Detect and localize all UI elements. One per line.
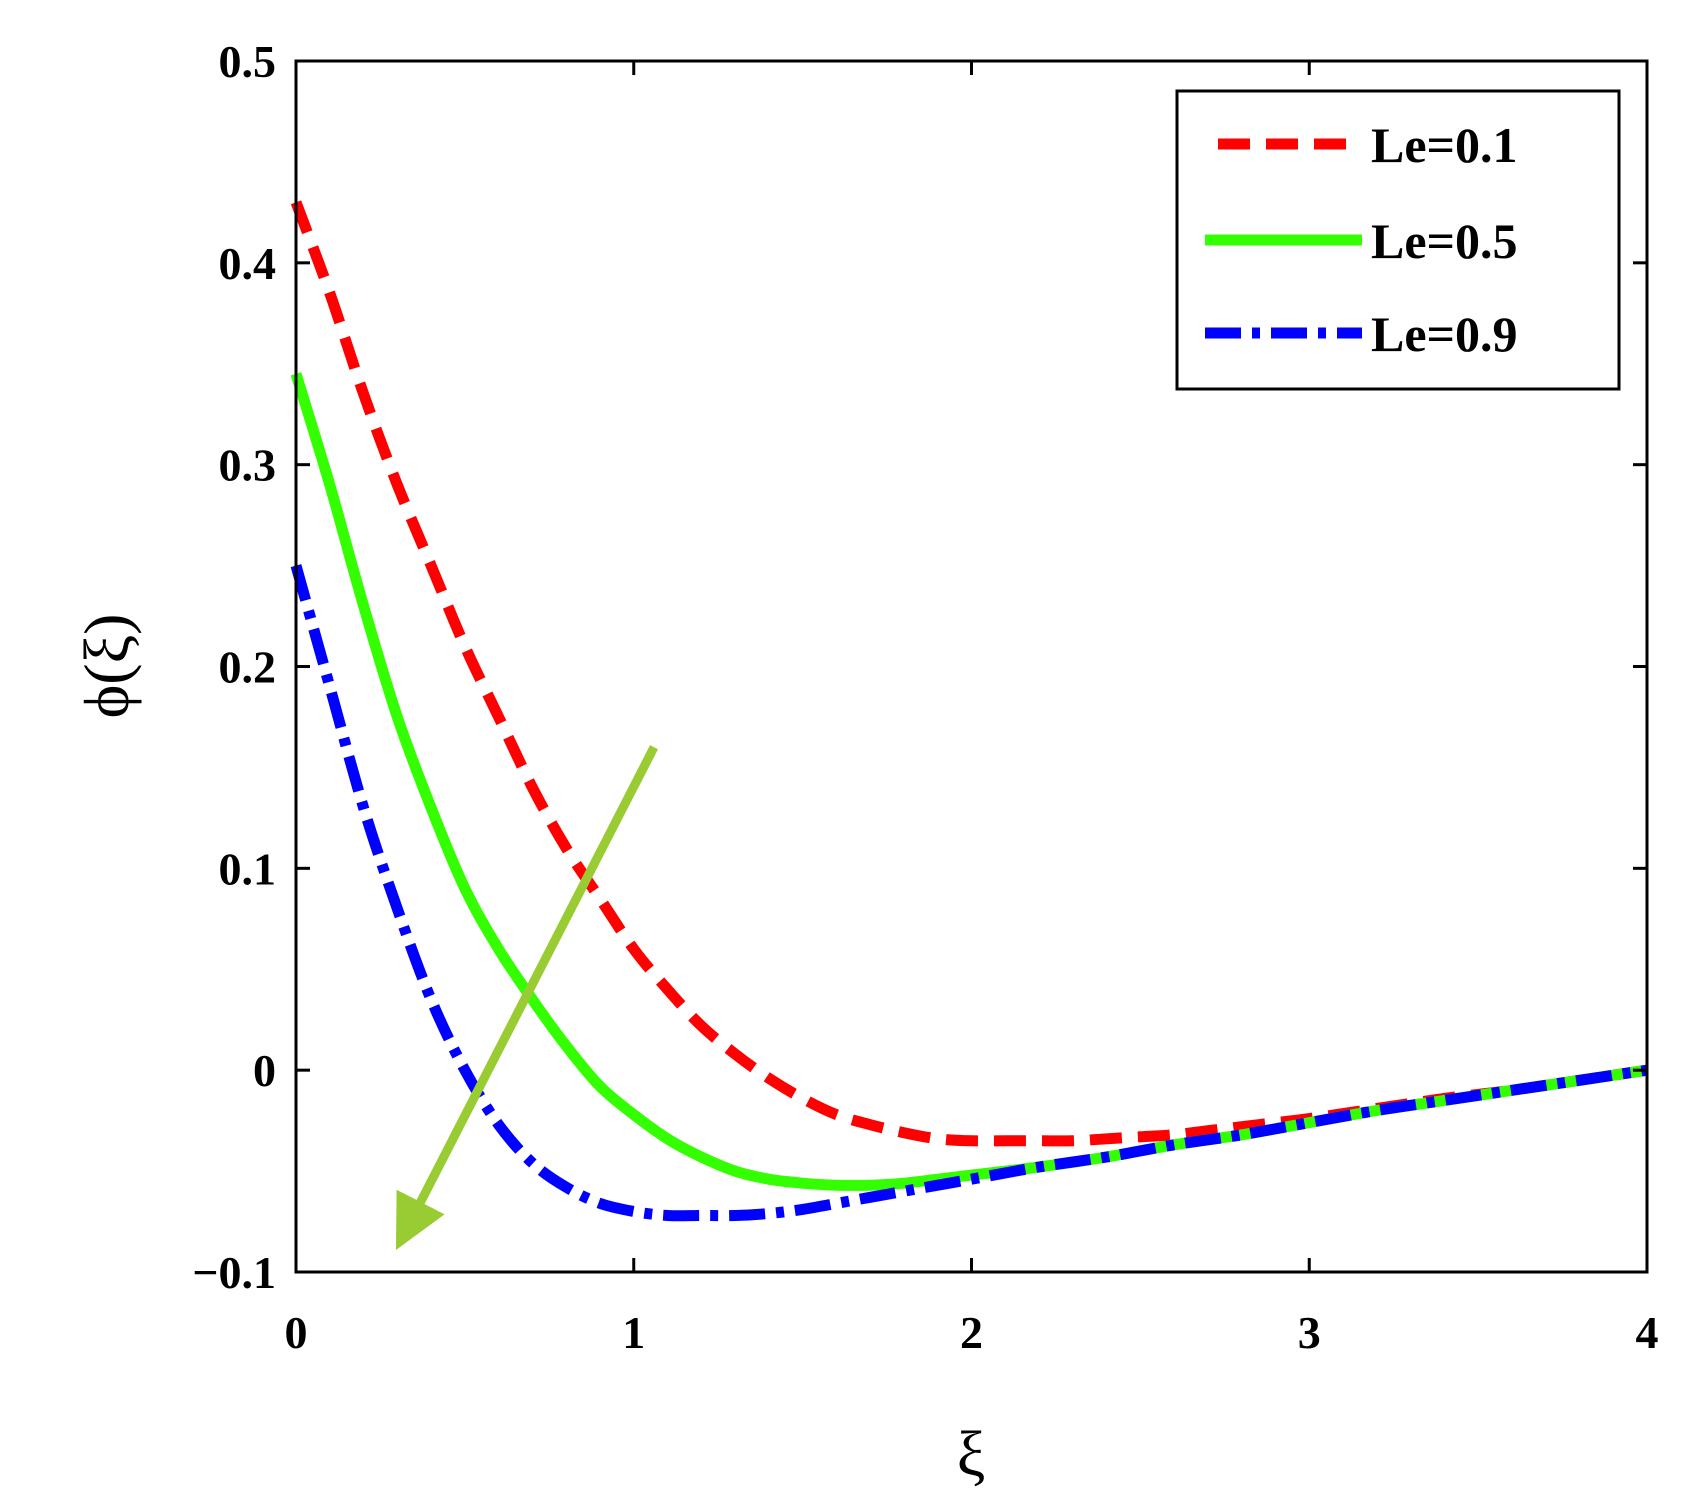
x-tick-label: 1 xyxy=(622,1307,645,1358)
ticks-layer: 0 1 2 3 4−0.100.10.20.30.40.5 xyxy=(192,36,1658,1358)
x-tick-label: 2 xyxy=(960,1307,983,1358)
y-tick-label: 0.1 xyxy=(219,843,277,894)
y-axis-title: ϕ(ξ) xyxy=(71,614,142,719)
legend-label-le-0-9: Le=0.9 xyxy=(1371,306,1518,362)
y-tick-label: 0.4 xyxy=(219,238,277,289)
legend-label-le-0-5: Le=0.5 xyxy=(1371,213,1518,269)
series-layer xyxy=(290,200,1648,1222)
y-tick-label: 0.5 xyxy=(219,36,277,87)
x-tick-label: 3 xyxy=(1298,1307,1321,1358)
x-axis-title: ξ xyxy=(957,1418,986,1489)
x-tick-label: 4 xyxy=(1636,1307,1659,1358)
y-tick-label: 0.2 xyxy=(219,642,277,693)
annotation-layer xyxy=(395,745,659,1251)
series-line-le-0-5 xyxy=(290,372,1648,1191)
x-tick-label: 0 xyxy=(285,1307,308,1358)
legend: Le=0.1 Le=0.5 Le=0.9 xyxy=(1175,89,1621,391)
trend-arrow xyxy=(395,745,659,1251)
series-line-le-0-9 xyxy=(290,564,1648,1222)
y-tick-label: 0 xyxy=(253,1045,276,1096)
y-tick-label: 0.3 xyxy=(219,440,277,491)
y-tick-label: −0.1 xyxy=(192,1247,276,1298)
legend-label-le-0-1: Le=0.1 xyxy=(1371,117,1518,173)
